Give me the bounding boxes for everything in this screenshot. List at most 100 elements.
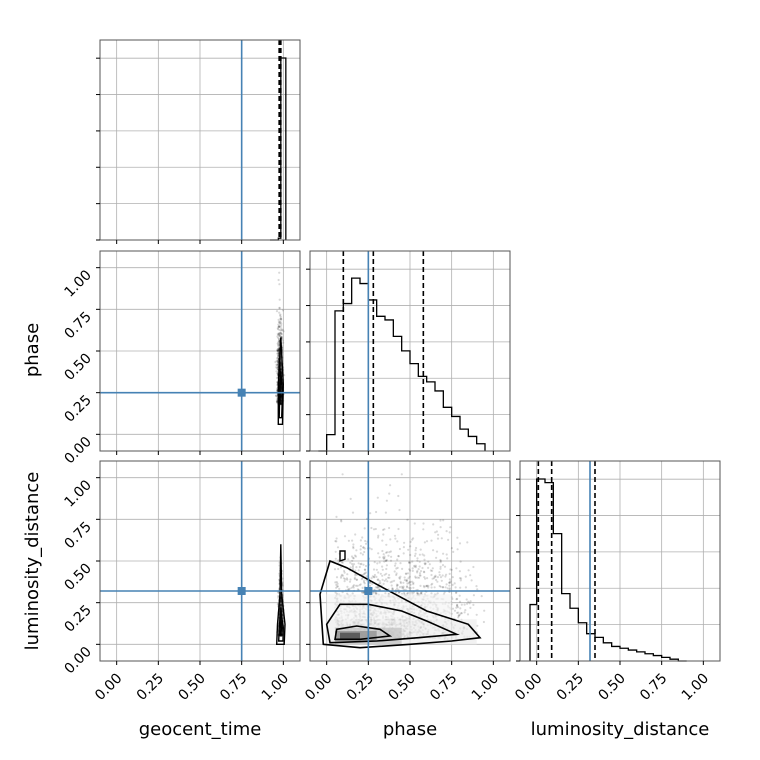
- sample-point: [280, 633, 283, 636]
- sample-point: [279, 633, 282, 636]
- sample-point: [279, 603, 282, 606]
- sample-point: [276, 372, 279, 375]
- sample-point: [346, 592, 349, 595]
- sample-point: [280, 632, 283, 635]
- sample-point: [280, 631, 283, 634]
- sample-point: [279, 633, 282, 636]
- sample-point: [279, 628, 282, 631]
- sample-point: [393, 570, 396, 573]
- sample-point: [280, 604, 283, 607]
- sample-point: [279, 626, 282, 629]
- sample-point: [279, 608, 282, 611]
- sample-point: [278, 320, 281, 323]
- sample-point: [419, 548, 422, 551]
- sample-point: [280, 329, 283, 332]
- sample-point: [398, 577, 401, 580]
- sample-point: [276, 352, 279, 355]
- sample-point: [451, 576, 454, 579]
- sample-point: [445, 583, 448, 586]
- sample-point: [279, 632, 282, 635]
- sample-point: [279, 625, 282, 629]
- sample-point: [397, 555, 400, 558]
- sample-point: [280, 608, 283, 611]
- sample-point: [416, 576, 419, 579]
- sample-point: [280, 324, 283, 327]
- sample-point: [364, 564, 368, 568]
- sample-point: [348, 580, 352, 583]
- sample-point: [441, 574, 444, 577]
- sample-point: [373, 575, 376, 578]
- truth-marker-geocent_time-vs-phase: [237, 388, 246, 397]
- sample-point: [383, 556, 386, 560]
- sample-point: [373, 561, 376, 564]
- sample-point: [279, 313, 282, 316]
- sample-point: [277, 336, 280, 339]
- sample-point: [341, 473, 344, 476]
- y-axis-label-luminosity-distance: luminosity_distance: [22, 472, 43, 651]
- sample-point: [396, 587, 399, 590]
- sample-point: [335, 583, 338, 587]
- sample-point: [280, 634, 283, 637]
- sample-point: [416, 570, 419, 573]
- sample-point: [280, 631, 283, 635]
- sample-point: [368, 581, 372, 584]
- sample-point: [280, 624, 283, 627]
- sample-point: [362, 573, 365, 577]
- sample-point: [363, 527, 366, 530]
- sample-point: [275, 366, 278, 369]
- sample-point: [434, 531, 437, 534]
- sample-point: [275, 363, 278, 366]
- sample-point: [349, 497, 352, 500]
- sample-point: [279, 631, 282, 634]
- sample-point: [280, 603, 283, 607]
- sample-point: [349, 566, 352, 569]
- sample-point: [386, 551, 389, 554]
- sample-point: [279, 628, 283, 631]
- sample-point: [280, 630, 283, 633]
- sample-point: [339, 576, 343, 579]
- sample-point: [363, 572, 366, 575]
- sample-point: [277, 323, 280, 326]
- sample-point: [279, 608, 282, 612]
- sample-point: [433, 586, 436, 589]
- sample-point: [280, 628, 283, 632]
- sample-point: [280, 622, 283, 625]
- sample-point: [411, 560, 414, 563]
- sample-point: [279, 631, 282, 634]
- sample-point: [279, 629, 282, 632]
- sample-point: [418, 553, 421, 556]
- sample-point: [274, 360, 277, 364]
- sample-point: [349, 561, 352, 564]
- sample-point: [393, 534, 397, 537]
- sample-point: [460, 603, 463, 606]
- sample-point: [279, 600, 283, 603]
- sample-point: [279, 608, 282, 611]
- sample-point: [404, 572, 407, 575]
- sample-point: [280, 607, 283, 610]
- sample-point: [435, 556, 438, 559]
- sample-point: [356, 584, 359, 588]
- sample-point: [343, 569, 346, 573]
- sample-point: [412, 583, 415, 586]
- sample-point: [279, 315, 282, 318]
- sample-point: [414, 575, 417, 578]
- sample-point: [369, 581, 372, 585]
- sample-point: [279, 633, 282, 637]
- sample-point: [381, 539, 384, 542]
- sample-point: [334, 550, 337, 553]
- sample-point: [411, 592, 414, 595]
- sample-point: [431, 577, 434, 580]
- sample-point: [280, 333, 283, 336]
- sample-point: [335, 515, 338, 519]
- sample-point: [377, 578, 380, 581]
- sample-point: [281, 309, 285, 312]
- sample-point: [472, 603, 475, 607]
- sample-point: [396, 558, 399, 561]
- sample-point: [386, 580, 389, 583]
- sample-point: [445, 573, 448, 576]
- sample-point: [353, 576, 356, 579]
- sample-point: [385, 572, 388, 575]
- sample-point: [280, 605, 283, 608]
- sample-point: [388, 551, 391, 554]
- sample-point: [453, 609, 457, 612]
